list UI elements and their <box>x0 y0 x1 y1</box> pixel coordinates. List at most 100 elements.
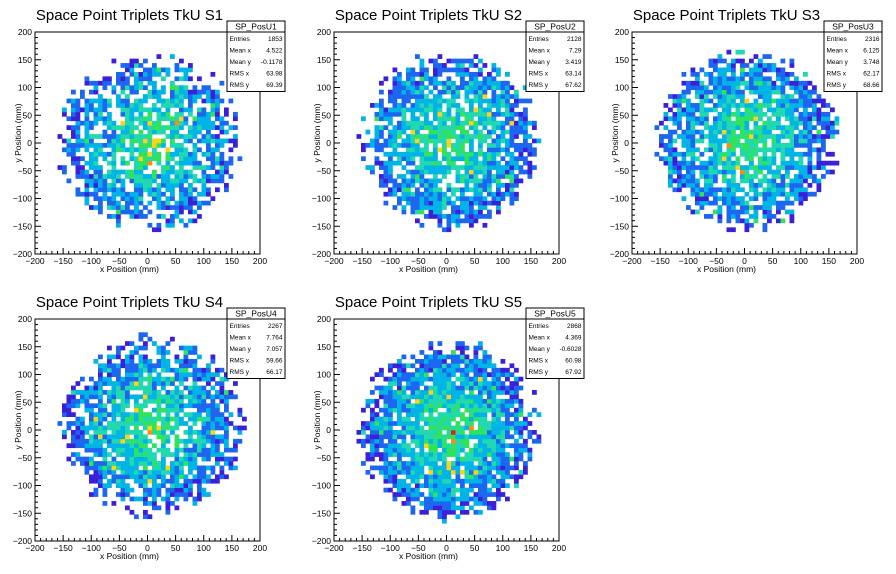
heatmap-bin <box>478 434 483 440</box>
heatmap-bin <box>758 103 763 108</box>
heatmap-bin <box>478 372 483 378</box>
heatmap-bin <box>446 474 452 480</box>
heatmap-bin <box>374 147 380 153</box>
heatmap-bin <box>415 103 420 108</box>
heatmap-bin <box>388 134 393 139</box>
heatmap-bin <box>192 385 198 391</box>
heatmap-bin <box>708 134 714 139</box>
heatmap-bin <box>66 178 72 184</box>
heatmap-bin <box>482 452 488 457</box>
heatmap-bin <box>206 147 211 153</box>
heatmap-bin <box>170 214 175 219</box>
heatmap-bin <box>89 174 94 179</box>
heatmap-bin <box>518 169 524 175</box>
heatmap-bin <box>147 151 153 157</box>
heatmap-bin <box>89 143 94 148</box>
heatmap-bin <box>686 205 691 210</box>
heatmap-bin <box>780 94 786 99</box>
heatmap-bin <box>505 151 510 157</box>
heatmap-bin <box>487 430 492 435</box>
heatmap-bin <box>419 205 425 210</box>
heatmap-bin <box>487 151 492 157</box>
heatmap-bin <box>500 169 506 175</box>
heatmap-bin <box>446 483 452 489</box>
heatmap-bin <box>93 80 99 86</box>
heatmap-bin <box>152 505 157 511</box>
heatmap-bin <box>798 182 804 188</box>
heatmap-bin <box>798 111 804 117</box>
heatmap-bin <box>134 465 139 471</box>
heatmap-bin <box>397 103 402 108</box>
heatmap-bin <box>84 138 90 144</box>
heatmap-bin <box>174 147 180 153</box>
heatmap-bin <box>451 89 456 95</box>
heatmap-bin <box>143 509 148 515</box>
heatmap-bin <box>156 483 162 489</box>
heatmap-bin <box>111 165 117 170</box>
heatmap-bin <box>753 143 759 148</box>
heatmap-bin <box>704 147 709 153</box>
heatmap-bin <box>210 165 216 170</box>
heatmap-bin <box>455 434 461 440</box>
heatmap-bin <box>478 443 483 449</box>
heatmap-bin <box>726 182 732 188</box>
heatmap-bin <box>469 196 474 202</box>
heatmap-bin <box>397 129 402 135</box>
heatmap-bin <box>75 111 81 117</box>
heatmap-bin <box>446 89 452 95</box>
heatmap-bin <box>98 111 103 117</box>
heatmap-bin <box>690 178 696 184</box>
heatmap-bin <box>419 430 425 435</box>
heatmap-bin <box>219 160 225 166</box>
heatmap-bin <box>365 469 371 475</box>
y-tick-label: 100 <box>18 370 32 380</box>
heatmap-bin <box>762 156 768 162</box>
heatmap-bin <box>446 116 452 122</box>
heatmap-bin <box>89 443 94 449</box>
heatmap-bin <box>704 107 709 113</box>
heatmap-bin <box>188 94 193 99</box>
heatmap-bin <box>731 71 736 77</box>
heatmap-bin <box>219 165 225 170</box>
heatmap-bin <box>460 447 465 453</box>
heatmap-bin <box>102 487 108 493</box>
heatmap-bin <box>102 85 108 91</box>
heatmap-bin <box>460 390 465 395</box>
heatmap-bin <box>401 182 407 188</box>
heatmap-bin <box>219 156 225 162</box>
heatmap-bin <box>111 354 117 360</box>
heatmap-bin <box>758 169 763 175</box>
heatmap-bin <box>206 412 211 417</box>
heatmap-bin <box>410 474 416 480</box>
heatmap-bin <box>500 358 506 364</box>
heatmap-bin <box>170 474 175 480</box>
heatmap-bin <box>717 218 723 224</box>
heatmap-bin <box>147 385 153 391</box>
heatmap-bin <box>803 98 808 104</box>
heatmap-bin <box>143 187 148 193</box>
heatmap-bin <box>478 129 483 135</box>
heatmap-bin <box>125 200 130 206</box>
heatmap-bin <box>500 438 506 444</box>
heatmap-bin <box>722 71 727 77</box>
heatmap-bin <box>433 134 438 139</box>
heatmap-bin <box>776 165 781 170</box>
heatmap-bin <box>437 63 443 68</box>
heatmap-bin <box>143 182 148 188</box>
heatmap-bin <box>379 111 384 117</box>
heatmap-bin <box>170 483 175 489</box>
heatmap-bin <box>224 160 229 166</box>
heatmap-bin <box>98 116 103 122</box>
heatmap-bin <box>129 443 135 449</box>
heatmap-bin <box>188 89 193 95</box>
heatmap-bin <box>120 487 126 493</box>
heatmap-bin <box>433 191 438 197</box>
heatmap-bin <box>93 461 99 466</box>
heatmap-bin <box>170 425 175 431</box>
heatmap-bin <box>147 129 153 135</box>
heatmap-bin <box>500 94 506 99</box>
heatmap-bin <box>392 469 398 475</box>
y-tick-label: 0 <box>624 138 629 148</box>
heatmap-bin <box>487 407 492 413</box>
heatmap-bin <box>500 443 506 449</box>
